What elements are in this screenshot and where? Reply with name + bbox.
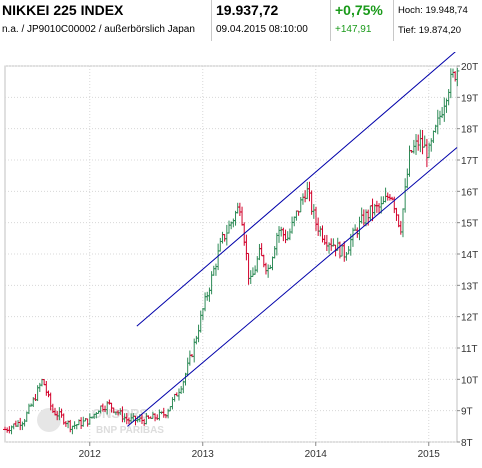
change-percent: +0,75% xyxy=(335,2,383,18)
y-tick-label: 15T xyxy=(461,219,478,230)
price-chart: ONSORS BNP PARIBAS 8T 9T 10T 11T 12T 13T 14T 15… xyxy=(0,49,482,463)
low-label: Tief: xyxy=(398,25,417,36)
low-value: 19.874,20 xyxy=(418,25,462,36)
x-tick-label: 2015 xyxy=(418,449,441,460)
price-cell: 19.937,72 09.04.2015 08:10:00 xyxy=(211,0,330,41)
y-tick-label: 10T xyxy=(461,375,478,386)
instrument-cell: NIKKEI 225 INDEX n.a. / JP9010C00002 / a… xyxy=(0,0,211,41)
x-tick-label: 2013 xyxy=(192,449,215,460)
y-tick-label: 19T xyxy=(461,93,478,104)
trend-channel xyxy=(127,49,458,427)
y-tick-label: 12T xyxy=(461,313,478,324)
ohlc-bars xyxy=(3,67,460,435)
change-absolute: +147,91 xyxy=(335,24,372,35)
y-axis: 8T 9T 10T 11T 12T 13T 14T 15T 16T 17T 18T 19T 20T xyxy=(457,62,478,449)
quote-datetime: 09.04.2015 08:10:00 xyxy=(216,24,308,35)
instrument-name: NIKKEI 225 INDEX xyxy=(2,2,124,18)
y-tick-label: 14T xyxy=(461,250,478,261)
y-tick-label: 18T xyxy=(461,125,478,136)
y-tick-label: 16T xyxy=(461,187,478,198)
channel-lower-line xyxy=(127,147,458,427)
y-tick-label: 9T xyxy=(461,407,473,418)
low-row: Tief: 19.874,20 xyxy=(398,25,461,36)
quote-header: NIKKEI 225 INDEX n.a. / JP9010C00002 / a… xyxy=(0,0,482,41)
change-cell: +0,75% +147,91 xyxy=(330,0,393,41)
instrument-subtitle: n.a. / JP9010C00002 / außerbörslich Japa… xyxy=(2,24,195,35)
chart-svg: ONSORS BNP PARIBAS 8T9T10T11T12T13T14T15… xyxy=(3,49,478,460)
high-label: Hoch: xyxy=(398,5,423,16)
y-tick-label: 8T xyxy=(461,438,473,449)
y-tick-label: 17T xyxy=(461,156,478,167)
last-price: 19.937,72 xyxy=(216,2,279,18)
channel-upper-line xyxy=(136,49,458,327)
high-row: Hoch: 19.948,74 xyxy=(398,5,468,16)
y-tick-label: 11T xyxy=(461,344,478,355)
x-axis: 2012 2013 2014 2015 xyxy=(79,442,441,460)
y-tick-label: 13T xyxy=(461,281,478,292)
grid-lines xyxy=(5,65,457,443)
y-tick-label: 20T xyxy=(461,62,478,73)
x-tick-label: 2014 xyxy=(305,449,328,460)
watermark-line2: BNP PARIBAS xyxy=(96,425,164,436)
high-value: 19.948,74 xyxy=(425,5,468,16)
x-tick-label: 2012 xyxy=(79,449,102,460)
range-cell: Hoch: 19.948,74 Tief: 19.874,20 xyxy=(393,0,482,41)
